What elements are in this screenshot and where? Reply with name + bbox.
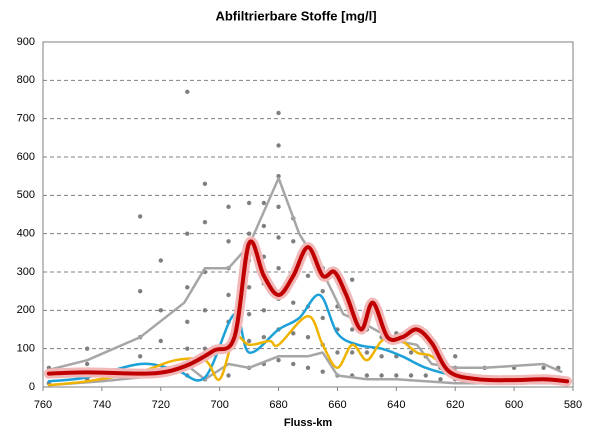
scatter-point bbox=[226, 292, 231, 298]
y-tick-label: 300 bbox=[17, 266, 35, 278]
scatter-point bbox=[246, 338, 252, 344]
y-tick-label: 600 bbox=[17, 151, 35, 163]
y-tick-label: 500 bbox=[17, 189, 35, 201]
scatter-point bbox=[320, 369, 325, 374]
scatter-point bbox=[185, 285, 190, 290]
scatter-point bbox=[291, 300, 296, 305]
x-tick-label: 640 bbox=[387, 399, 405, 411]
x-tick-label: 680 bbox=[269, 399, 287, 411]
chart-title: Abfiltrierbare Stoffe [mg/l] bbox=[215, 8, 376, 23]
scatter-point bbox=[246, 311, 252, 317]
scatter-point bbox=[137, 214, 143, 219]
x-tick-label: 600 bbox=[505, 399, 523, 411]
line bbox=[46, 239, 570, 384]
scatter-point bbox=[226, 204, 231, 210]
scatter-point bbox=[202, 219, 208, 225]
scatter-point bbox=[541, 365, 546, 371]
scatter-point bbox=[202, 181, 208, 187]
scatter-point bbox=[185, 346, 190, 351]
scatter-point bbox=[438, 377, 443, 382]
x-tick-label: 760 bbox=[34, 399, 52, 411]
x-tick-label: 740 bbox=[93, 399, 111, 411]
scatter-point bbox=[305, 334, 311, 340]
x-tick-label: 580 bbox=[564, 399, 582, 411]
scatter-point bbox=[226, 373, 231, 378]
scatter-point bbox=[320, 288, 325, 294]
scatter-point bbox=[394, 373, 399, 378]
scatter-point bbox=[276, 110, 281, 116]
scatter-point bbox=[158, 338, 163, 344]
y-tick-label: 0 bbox=[29, 381, 35, 393]
scatter-point bbox=[291, 331, 296, 336]
scatter-point bbox=[305, 273, 311, 279]
y-tick-label: 100 bbox=[17, 343, 35, 355]
x-axis-label: Fluss-km bbox=[284, 417, 333, 429]
scatter-point bbox=[305, 365, 311, 371]
scatter-point bbox=[84, 361, 90, 367]
x-tick-label: 660 bbox=[328, 399, 346, 411]
plot-border bbox=[42, 41, 574, 388]
scatter-point bbox=[158, 308, 163, 313]
scatter-point bbox=[261, 223, 267, 229]
y-tick-label: 700 bbox=[17, 113, 35, 125]
scatter-point bbox=[349, 350, 355, 355]
scatter-point bbox=[158, 258, 163, 263]
scatter-point bbox=[185, 89, 190, 95]
line-halo bbox=[43, 236, 573, 387]
scatter-point bbox=[291, 361, 296, 367]
scatter-point bbox=[276, 265, 281, 271]
y-tick-label: 200 bbox=[17, 304, 35, 316]
y-tick-label: 900 bbox=[17, 36, 35, 48]
scatter-point bbox=[261, 308, 267, 313]
scatter-point bbox=[202, 308, 208, 313]
y-tick-label: 400 bbox=[17, 228, 35, 240]
scatter-point bbox=[276, 357, 281, 363]
scatter-point bbox=[349, 277, 355, 282]
scatter-point bbox=[261, 200, 267, 206]
scatter-point bbox=[276, 173, 281, 179]
scatter-point bbox=[261, 334, 267, 340]
scatter-point bbox=[276, 143, 281, 148]
scatter-point bbox=[137, 288, 143, 294]
scatter-point bbox=[453, 354, 458, 359]
scatter-point bbox=[408, 373, 414, 378]
x-tick-label: 700 bbox=[210, 399, 228, 411]
scatter-point bbox=[335, 350, 340, 355]
scatter-point bbox=[185, 231, 190, 236]
scatter-point bbox=[246, 285, 252, 290]
scatter-point bbox=[408, 350, 414, 355]
scatter-point bbox=[276, 235, 281, 240]
scatter-point bbox=[379, 354, 384, 359]
scatter-point bbox=[291, 239, 296, 244]
scatter-point bbox=[276, 204, 281, 210]
scatter-point bbox=[226, 239, 231, 244]
scatter-point bbox=[379, 373, 384, 378]
x-tick-label: 620 bbox=[446, 399, 464, 411]
scatter-point bbox=[364, 373, 370, 378]
x-tick-label: 720 bbox=[152, 399, 170, 411]
scatter-point bbox=[84, 346, 90, 351]
line bbox=[47, 176, 563, 373]
scatter-point bbox=[185, 319, 190, 325]
scatter-point bbox=[246, 200, 252, 206]
y-tick-label: 800 bbox=[17, 74, 35, 86]
scatter-point bbox=[349, 327, 355, 332]
scatter-point bbox=[423, 373, 428, 378]
scatter-point bbox=[364, 350, 370, 355]
scatter-point bbox=[320, 315, 325, 321]
scatter-point bbox=[137, 354, 143, 359]
scatter-point bbox=[246, 231, 252, 236]
